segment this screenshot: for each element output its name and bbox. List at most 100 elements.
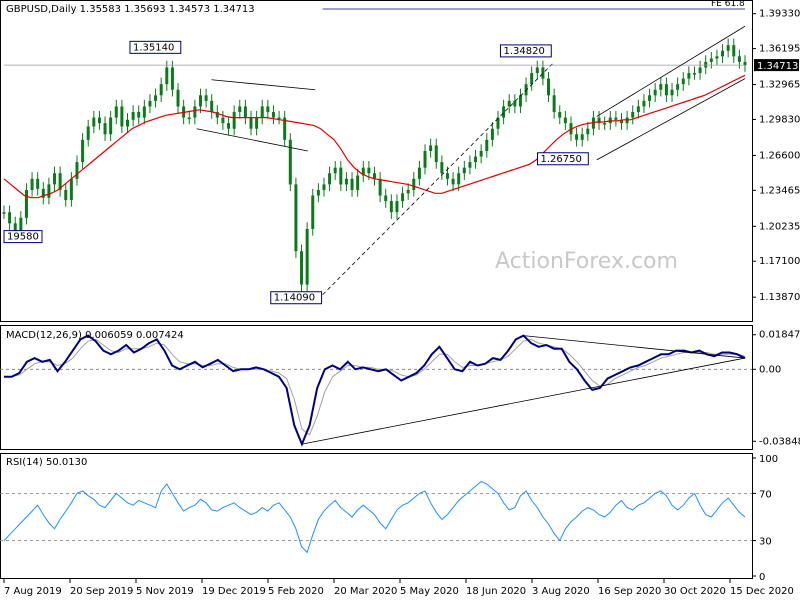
price-candle-body: [541, 67, 545, 79]
price-candle-body: [221, 117, 225, 124]
price-annotation-label: 1.14090: [274, 293, 315, 304]
price-candle-body: [210, 100, 214, 113]
price-candle-body: [142, 106, 146, 118]
xtick-label: 15 Dec 2020: [730, 586, 794, 597]
price-ytick-label: 1.17100: [759, 256, 800, 267]
price-candle-body: [198, 95, 202, 107]
price-candle-body: [227, 123, 231, 129]
price-candle-body: [30, 178, 34, 190]
price-candle-body: [8, 212, 12, 224]
xtick-label: 7 Aug 2019: [4, 586, 62, 597]
price-candle-body: [131, 112, 135, 120]
sma-line: [3, 74, 746, 199]
price-candle-body: [165, 67, 169, 85]
price-ytick-label: 1.29830: [759, 114, 800, 125]
price-candle-body: [75, 162, 79, 179]
macd-panel-frame: [0, 325, 753, 450]
price-candle-body: [631, 112, 635, 118]
price-annotation-label: 1.35140: [133, 42, 174, 53]
price-candle-body: [513, 100, 517, 107]
price-panel-title: GBPUSD,Daily 1.35583 1.35693 1.34573 1.3…: [6, 4, 255, 15]
price-candle-body: [283, 117, 287, 140]
price-candle-body: [316, 189, 320, 196]
macd-ytick-label: 0.00: [759, 364, 781, 375]
price-candle-body: [580, 134, 584, 140]
price-candle-body: [255, 117, 259, 129]
price-annotation-label: 19580: [7, 232, 39, 243]
xtick-label: 20 Mar 2020: [334, 586, 397, 597]
channel-upper-line: [596, 25, 746, 117]
price-candle-body: [361, 167, 365, 176]
macd-main-line: [4, 334, 746, 447]
price-candle-body: [109, 117, 113, 135]
fe-label: FE 61.8: [711, 0, 745, 9]
price-candle-body: [715, 56, 719, 59]
axis-layer: 1.39330 1.36195 1.32965 1.29830 1.26600 1.234…: [3, 9, 800, 597]
price-candle-body: [86, 126, 90, 140]
price-candle-body: [620, 119, 623, 124]
price-candle-body: [664, 84, 668, 96]
xtick-label: 18 Jun 2020: [466, 586, 526, 597]
price-candle-body: [563, 117, 567, 124]
price-ytick-label: 1.13870: [759, 292, 800, 303]
price-candle-body: [305, 228, 309, 285]
price-annotation-box: [537, 152, 589, 166]
macd-layer: [0, 334, 752, 447]
price-candle-body: [530, 73, 534, 85]
macd-ytick-label: -0.038486: [759, 436, 800, 447]
price-candle-body: [412, 178, 416, 190]
price-candle-body: [406, 189, 410, 194]
price-candle-body: [479, 150, 483, 157]
price-ytick-label: 1.36195: [759, 44, 800, 55]
price-candle-body: [462, 167, 466, 174]
price-candle-body: [704, 61, 708, 68]
price-candle-body: [558, 112, 562, 118]
price-candle-body: [92, 117, 96, 127]
price-candle-body: [373, 173, 376, 179]
price-candle-body: [19, 217, 23, 234]
rsi-panel-frame: [0, 453, 753, 579]
price-candle-body: [552, 95, 556, 113]
price-candle-body: [676, 84, 680, 90]
price-candle-body: [586, 128, 590, 135]
price-candle-body: [367, 167, 371, 174]
price-candle-body: [670, 89, 674, 96]
price-candle-body: [687, 73, 691, 79]
macd-panel-title: MACD(12,26,9) 0.006059 0.007424: [6, 330, 184, 341]
price-candle-body: [271, 112, 275, 118]
flag-upper-line: [211, 79, 316, 91]
price-candle-body: [260, 106, 264, 118]
price-candle-body: [474, 156, 478, 163]
xtick-label: 20 Sep 2019: [70, 586, 133, 597]
price-candle-body: [344, 178, 348, 185]
price-candle-body: [64, 189, 68, 200]
rsi-line: [3, 481, 746, 554]
price-annotation-box: [499, 44, 552, 58]
xtick-label: 3 Aug 2020: [532, 586, 590, 597]
price-candle-body: [24, 189, 28, 218]
rsi-panel-title: RSI(14) 50.0130: [6, 457, 87, 468]
price-candle-body: [681, 78, 685, 85]
flag-lower-line: [196, 128, 308, 152]
price-ytick-label: 1.39330: [759, 9, 800, 20]
price-ytick-label: 1.20235: [759, 221, 800, 232]
price-candle-body: [187, 117, 191, 120]
price-candle-body: [648, 95, 652, 101]
price-candle-body: [294, 184, 298, 252]
price-ytick-label: 1.32965: [759, 80, 800, 91]
price-candle-body: [709, 58, 713, 62]
price-candle-body: [457, 173, 461, 185]
price-candle-body: [743, 61, 747, 66]
price-candle-body: [288, 139, 292, 185]
price-candle-body: [238, 106, 242, 113]
current-price-tag: [754, 59, 799, 72]
price-panel-frame: [0, 0, 753, 322]
price-candle-body: [154, 95, 158, 101]
price-candle-body: [732, 45, 736, 57]
price-candle-body: [13, 223, 17, 234]
price-candle-body: [659, 84, 663, 90]
macd-resistance-trendline: [523, 335, 746, 359]
rsi-ytick-label: 30: [759, 537, 772, 548]
price-candle-body: [378, 178, 382, 196]
price-candle-body: [726, 45, 730, 51]
